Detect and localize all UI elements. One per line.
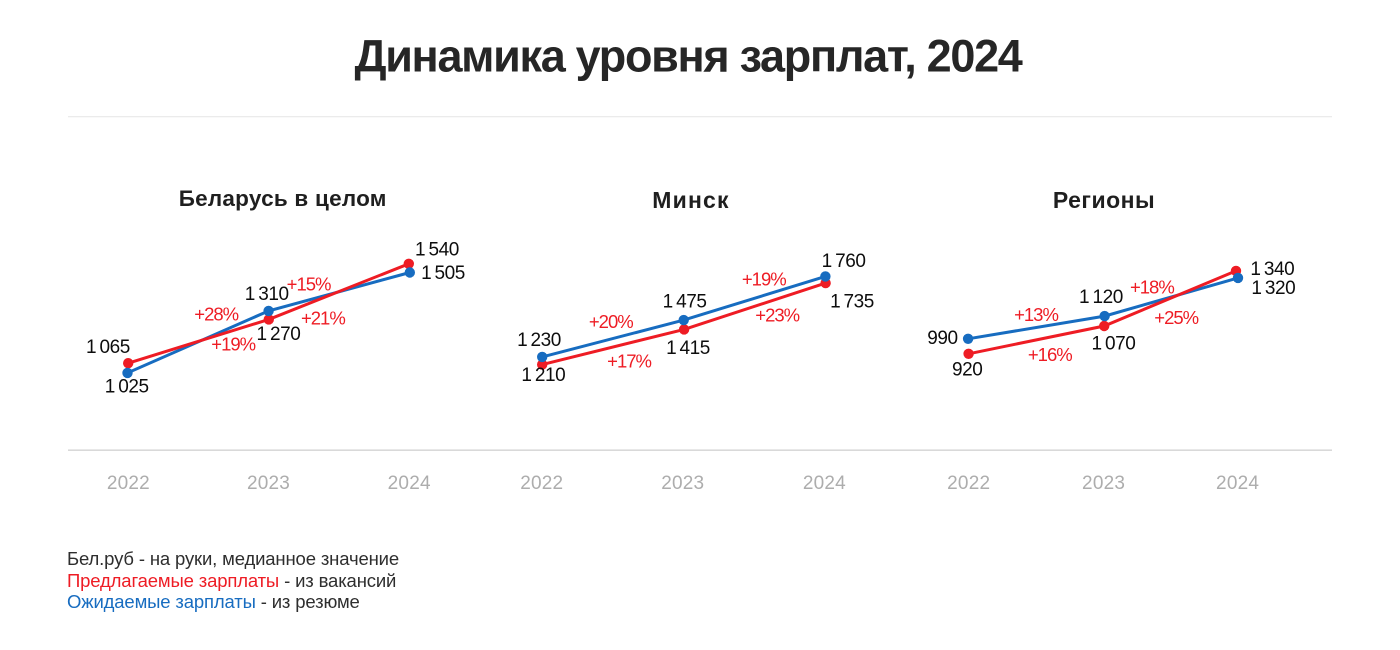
svg-text:+25%: +25% (1154, 307, 1198, 328)
svg-text:1 070: 1 070 (1091, 334, 1135, 355)
svg-text:1 310: 1 310 (245, 284, 289, 305)
svg-text:920: 920 (952, 360, 982, 381)
svg-text:+23%: +23% (755, 304, 799, 325)
svg-text:+17%: +17% (607, 350, 651, 371)
svg-text:2023: 2023 (661, 473, 704, 494)
svg-text:+19%: +19% (742, 269, 786, 290)
svg-text:2024: 2024 (803, 473, 846, 494)
svg-text:2024: 2024 (388, 473, 431, 494)
svg-text:1 760: 1 760 (822, 251, 866, 272)
svg-text:+21%: +21% (301, 307, 345, 328)
svg-text:+20%: +20% (589, 311, 633, 332)
svg-text:990: 990 (927, 328, 957, 349)
svg-text:1 540: 1 540 (415, 240, 459, 261)
svg-text:2022: 2022 (947, 473, 990, 494)
svg-text:+18%: +18% (1130, 277, 1174, 298)
svg-text:+16%: +16% (1028, 344, 1072, 365)
svg-text:2024: 2024 (1216, 473, 1259, 494)
svg-text:Беларусь в целом: Беларусь в целом (179, 186, 387, 211)
svg-text:+19%: +19% (211, 334, 255, 355)
svg-text:1 340: 1 340 (1250, 259, 1294, 280)
svg-text:+28%: +28% (194, 304, 238, 325)
svg-text:+15%: +15% (287, 273, 331, 294)
svg-text:1 065: 1 065 (86, 337, 130, 358)
svg-text:1 270: 1 270 (256, 324, 300, 345)
svg-text:1 320: 1 320 (1251, 278, 1295, 299)
svg-text:1 230: 1 230 (517, 330, 561, 351)
svg-text:Бел.руб - на руки, медианное з: Бел.руб - на руки, медианное значение (67, 548, 399, 569)
svg-text:2022: 2022 (107, 473, 150, 494)
svg-text:2023: 2023 (247, 473, 290, 494)
svg-text:1 475: 1 475 (663, 291, 707, 312)
svg-text:+13%: +13% (1014, 304, 1058, 325)
svg-text:1 120: 1 120 (1079, 287, 1123, 308)
svg-text:Динамика уровня зарплат, 2024: Динамика уровня зарплат, 2024 (354, 31, 1022, 82)
svg-text:Предлагаемые зарплаты - из вак: Предлагаемые зарплаты - из вакансий (67, 570, 396, 591)
svg-text:Регионы: Регионы (1053, 187, 1155, 213)
svg-text:1 210: 1 210 (521, 365, 565, 386)
svg-text:Минск: Минск (652, 187, 730, 213)
svg-text:2022: 2022 (520, 473, 563, 494)
svg-text:1 505: 1 505 (421, 263, 465, 284)
svg-text:1 735: 1 735 (830, 292, 874, 313)
svg-text:1 415: 1 415 (666, 338, 710, 359)
svg-text:1 025: 1 025 (105, 376, 149, 397)
svg-text:2023: 2023 (1082, 473, 1125, 494)
svg-text:Ожидаемые зарплаты - из резюм: Ожидаемые зарплаты - из резюме (67, 591, 360, 612)
